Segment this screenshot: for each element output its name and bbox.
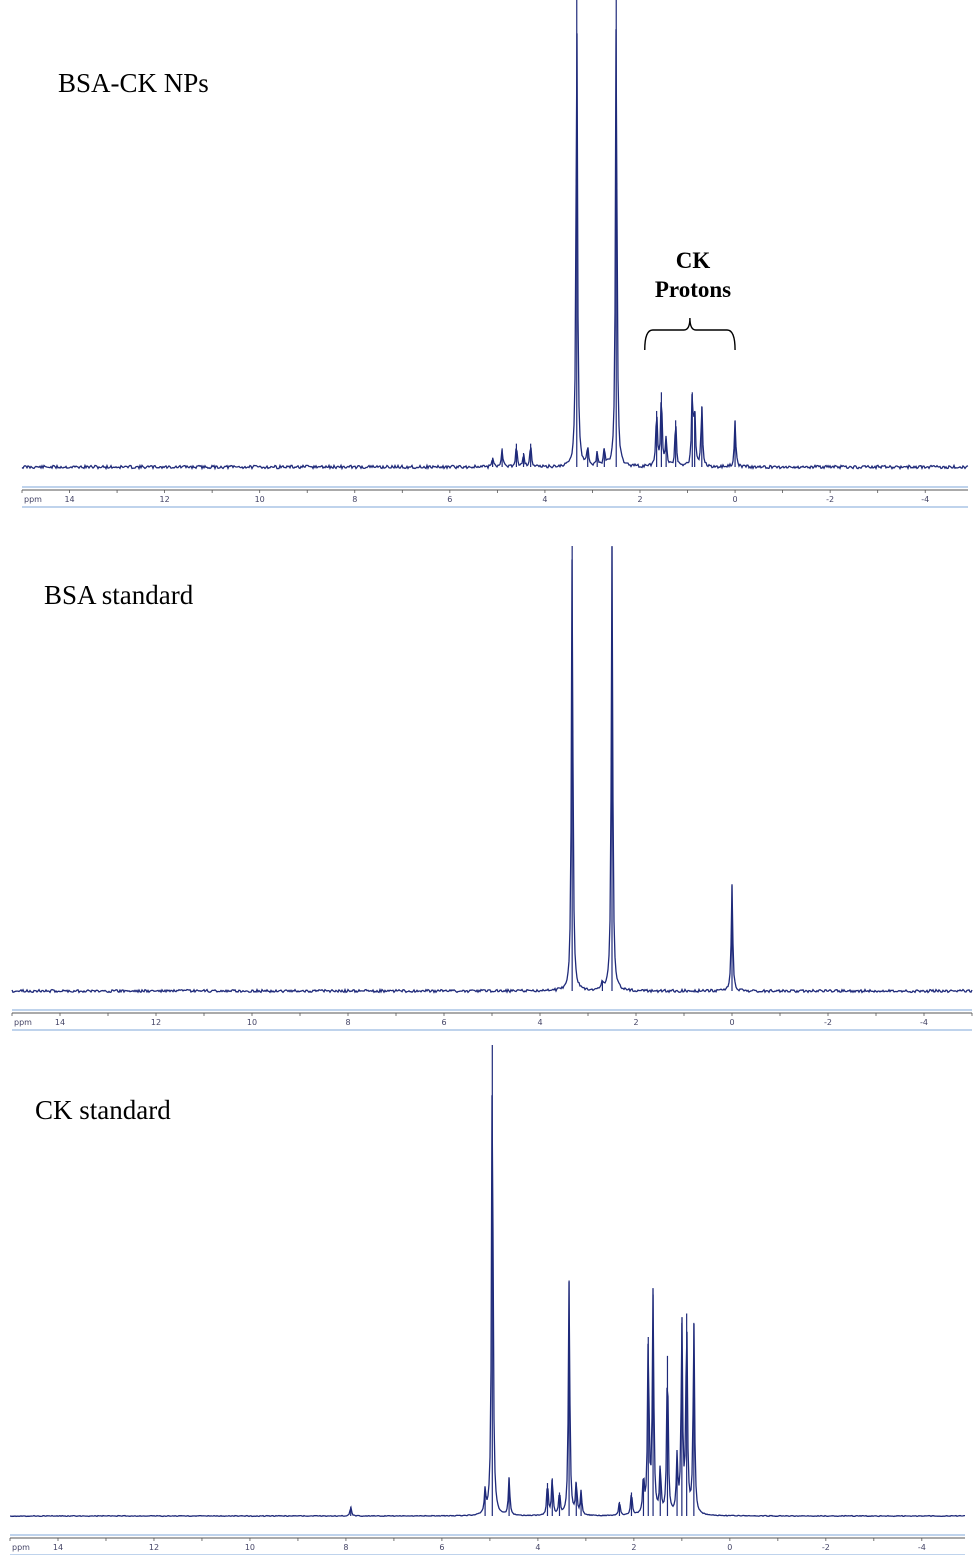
x-tick-label-bsa-ck: 12: [160, 495, 170, 504]
x-tick-label-ck: 4: [535, 1543, 540, 1552]
panel-label-ck: CK standard: [35, 1095, 171, 1125]
spectrum-line-bsa: [11, 546, 973, 994]
x-tick-label-ck: 14: [53, 1543, 63, 1552]
x-tick-label-bsa-ck: 0: [733, 495, 738, 504]
spectrum-panel-bsa-ck: ppm 14 12 10 8 6 4 2 0 -2 -4 BSA-CK NPs CK Protons: [0, 0, 980, 515]
x-tick-label-ck: -2: [822, 1543, 830, 1552]
x-tick-label-bsa: 6: [441, 1018, 446, 1027]
spectrum-panel-bsa: ppm 14 12 10 8 6 4 2 0 -2 -4 BSA standard: [0, 515, 980, 1035]
x-tick-label-bsa-ck: 6: [447, 495, 452, 504]
spectrum-plot-bsa-ck: ppm 14 12 10 8 6 4 2 0 -2 -4: [21, 0, 969, 508]
x-axis-unit-bsa: ppm: [14, 1018, 32, 1027]
x-tick-label-ck: -4: [918, 1543, 926, 1552]
x-tick-label-bsa: 8: [345, 1018, 350, 1027]
x-tick-label-bsa: -2: [824, 1018, 832, 1027]
x-tick-label-ck: 6: [439, 1543, 444, 1552]
spectrum-panel-ck: ppm 14 12 10 8 6 4 2 0 -2 -4 CK standard: [0, 1035, 980, 1555]
x-tick-label-bsa-ck: -4: [921, 495, 929, 504]
x-tick-label-ck: 12: [149, 1543, 159, 1552]
annotation-line-2: Protons: [654, 277, 732, 302]
x-tick-label-bsa-ck: 8: [352, 495, 357, 504]
x-tick-label-bsa: 10: [247, 1018, 257, 1027]
x-axis-unit-bsa-ck: ppm: [24, 495, 42, 504]
x-tick-label-ck: 8: [343, 1543, 348, 1552]
x-tick-label-bsa: 2: [633, 1018, 638, 1027]
x-tick-label-ck: 2: [631, 1543, 636, 1552]
x-axis-unit-ck: ppm: [12, 1543, 30, 1552]
x-tick-label-bsa: -4: [920, 1018, 928, 1027]
x-tick-label-bsa: 12: [151, 1018, 161, 1027]
x-tick-label-bsa-ck: 2: [637, 495, 642, 504]
x-tick-label-bsa-ck: 14: [64, 495, 74, 504]
x-tick-label-ck: 0: [727, 1543, 732, 1552]
annotation-ck-protons: CK Protons: [648, 246, 738, 304]
x-tick-label-bsa: 0: [729, 1018, 734, 1027]
spectrum-line-bsa-ck: [21, 29, 969, 471]
panel-label-bsa-ck: BSA-CK NPs: [58, 68, 209, 98]
x-tick-label-ck: 10: [245, 1543, 255, 1552]
x-tick-label-bsa-ck: -2: [826, 495, 834, 504]
spectrum-plot-ck: ppm 14 12 10 8 6 4 2 0 -2 -4: [9, 1045, 965, 1555]
spectrum-line-ck: [10, 1095, 965, 1518]
x-tick-label-bsa-ck: 10: [255, 495, 265, 504]
x-tick-label-bsa-ck: 4: [542, 495, 547, 504]
x-tick-label-bsa: 4: [537, 1018, 542, 1027]
annotation-bracket: [644, 317, 736, 351]
annotation-line-1: CK: [675, 248, 711, 273]
spectrum-plot-bsa: ppm 14 12 10 8 6 4 2 0 -2 -4: [11, 546, 973, 1031]
x-tick-label-bsa: 14: [55, 1018, 65, 1027]
panel-label-bsa: BSA standard: [44, 580, 194, 610]
